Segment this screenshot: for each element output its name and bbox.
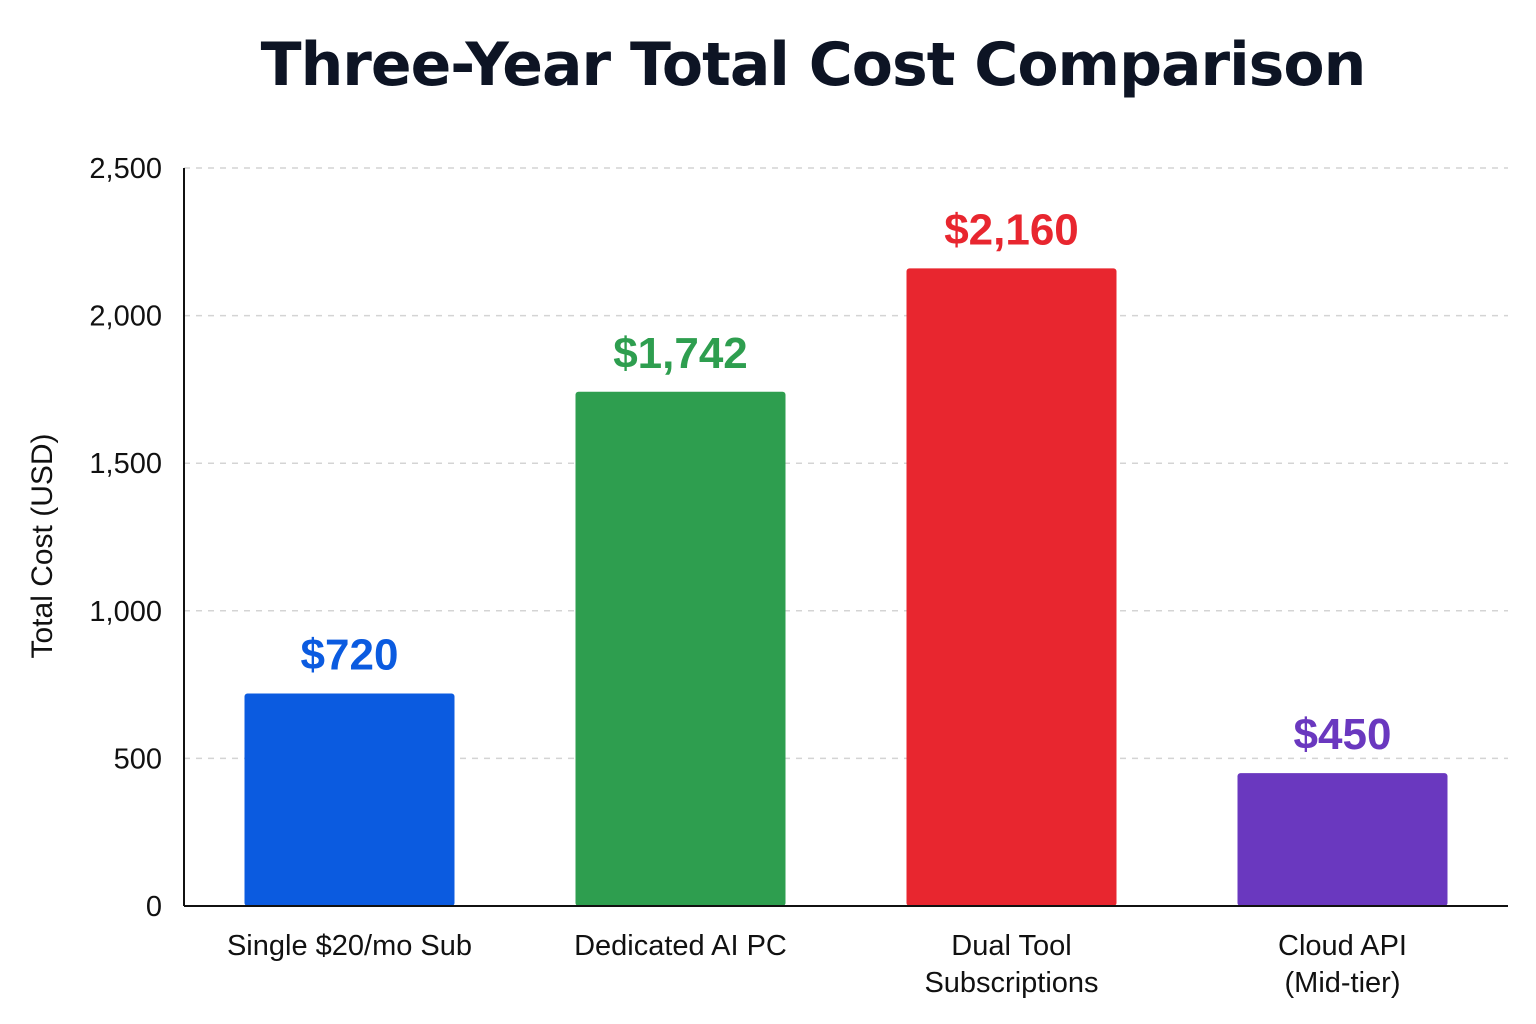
x-tick-label: (Mid-tier) — [1285, 967, 1401, 999]
bar-value-label: $450 — [1294, 710, 1392, 759]
bar — [1237, 773, 1448, 906]
y-tick-label: 0 — [146, 891, 162, 923]
bar-value-label: $1,742 — [613, 329, 748, 378]
bar — [244, 693, 455, 906]
x-tick-label: Dual Tool — [951, 930, 1071, 962]
chart-title: Three-Year Total Cost Comparison — [260, 30, 1367, 100]
y-axis-title: Total Cost (USD) — [26, 433, 59, 658]
bar-value-label: $720 — [301, 630, 399, 679]
labels: 0 500 1,000 1,500 2,000 2,500 $720 Single $20/m… — [89, 153, 1407, 999]
bar-value-label: $2,160 — [944, 205, 1079, 254]
bar — [906, 268, 1117, 906]
x-tick-label: Subscriptions — [924, 967, 1098, 999]
axes — [183, 168, 1508, 907]
y-tick-label: 2,000 — [89, 301, 162, 333]
y-tick-label: 2,500 — [89, 153, 162, 185]
bar — [575, 391, 786, 906]
x-tick-label: Single $20/mo Sub — [227, 930, 472, 962]
x-tick-label: Dedicated AI PC — [574, 930, 787, 962]
y-tick-label: 1,500 — [89, 448, 162, 480]
y-tick-label: 500 — [114, 743, 162, 775]
y-tick-label: 1,000 — [89, 596, 162, 628]
x-tick-label: Cloud API — [1278, 930, 1407, 962]
bars — [244, 268, 1448, 906]
